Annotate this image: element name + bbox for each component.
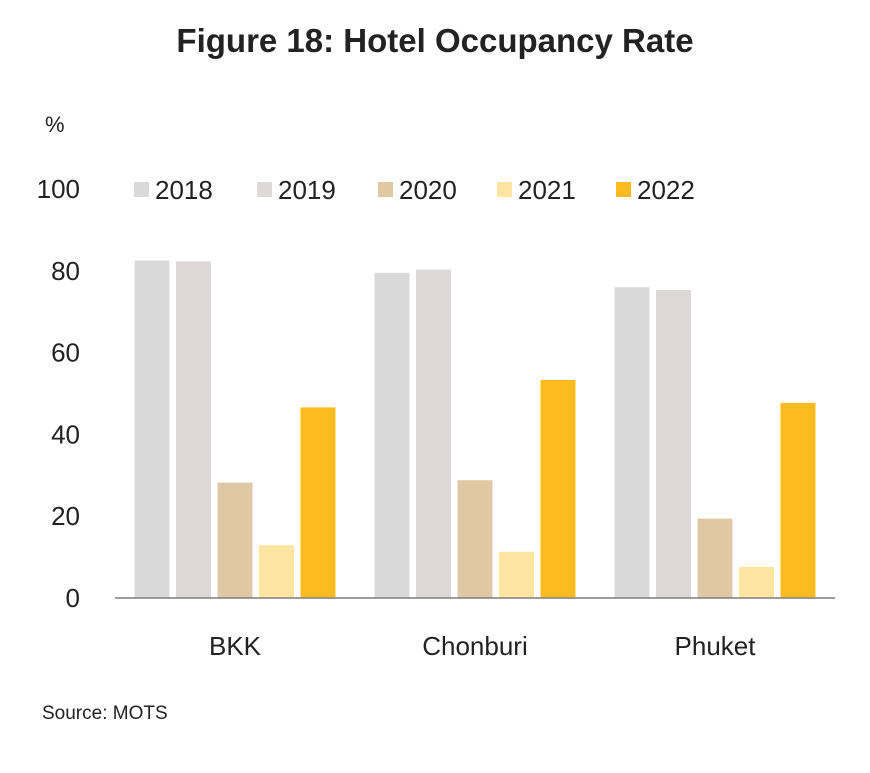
bar-bkk-2018: [134, 260, 170, 598]
bar-bkk-2019: [176, 261, 211, 598]
y-tick-label: 60: [51, 338, 80, 368]
x-tick-label: BKK: [209, 631, 262, 661]
bar-phuket-2019: [656, 290, 691, 598]
bar-chonburi-2018: [374, 272, 410, 598]
chart-title: Figure 18: Hotel Occupancy Rate: [176, 22, 694, 59]
legend: 2018 2019 2020 2021 2022: [134, 175, 695, 205]
legend-label-2020: 2020: [399, 175, 457, 205]
legend-swatch-2020: [378, 182, 393, 197]
source-note: Source: MOTS: [42, 703, 168, 724]
y-axis-unit-label: %: [45, 112, 65, 137]
bar-phuket-2021: [739, 566, 774, 598]
legend-label-2021: 2021: [518, 175, 576, 205]
bar-phuket-2020: [697, 518, 733, 598]
legend-label-2022: 2022: [637, 175, 695, 205]
bars-group: [134, 260, 816, 598]
bar-chonburi-2021: [499, 551, 534, 598]
legend-swatch-2022: [616, 182, 631, 197]
y-axis-ticks: 0 20 40 60 80 100: [37, 174, 80, 613]
bar-phuket-2018: [614, 287, 650, 598]
y-tick-label: 0: [66, 583, 80, 613]
bar-phuket-2022: [780, 402, 816, 598]
bar-bkk-2020: [217, 482, 253, 598]
legend-label-2019: 2019: [278, 175, 336, 205]
bar-chonburi-2019: [416, 269, 451, 598]
x-tick-label: Phuket: [675, 631, 757, 661]
x-tick-label: Chonburi: [422, 631, 528, 661]
y-tick-label: 80: [51, 256, 80, 286]
bar-bkk-2022: [300, 407, 336, 598]
y-tick-label: 20: [51, 501, 80, 531]
bar-bkk-2021: [259, 545, 294, 598]
legend-swatch-2018: [134, 182, 149, 197]
bar-chonburi-2022: [540, 380, 576, 598]
legend-label-2018: 2018: [155, 175, 213, 205]
bar-chonburi-2020: [457, 480, 493, 598]
x-axis-labels: BKK Chonburi Phuket: [209, 631, 756, 661]
legend-swatch-2019: [257, 182, 272, 197]
y-tick-label: 40: [51, 419, 80, 449]
legend-swatch-2021: [497, 182, 512, 197]
y-tick-label: 100: [37, 174, 80, 204]
